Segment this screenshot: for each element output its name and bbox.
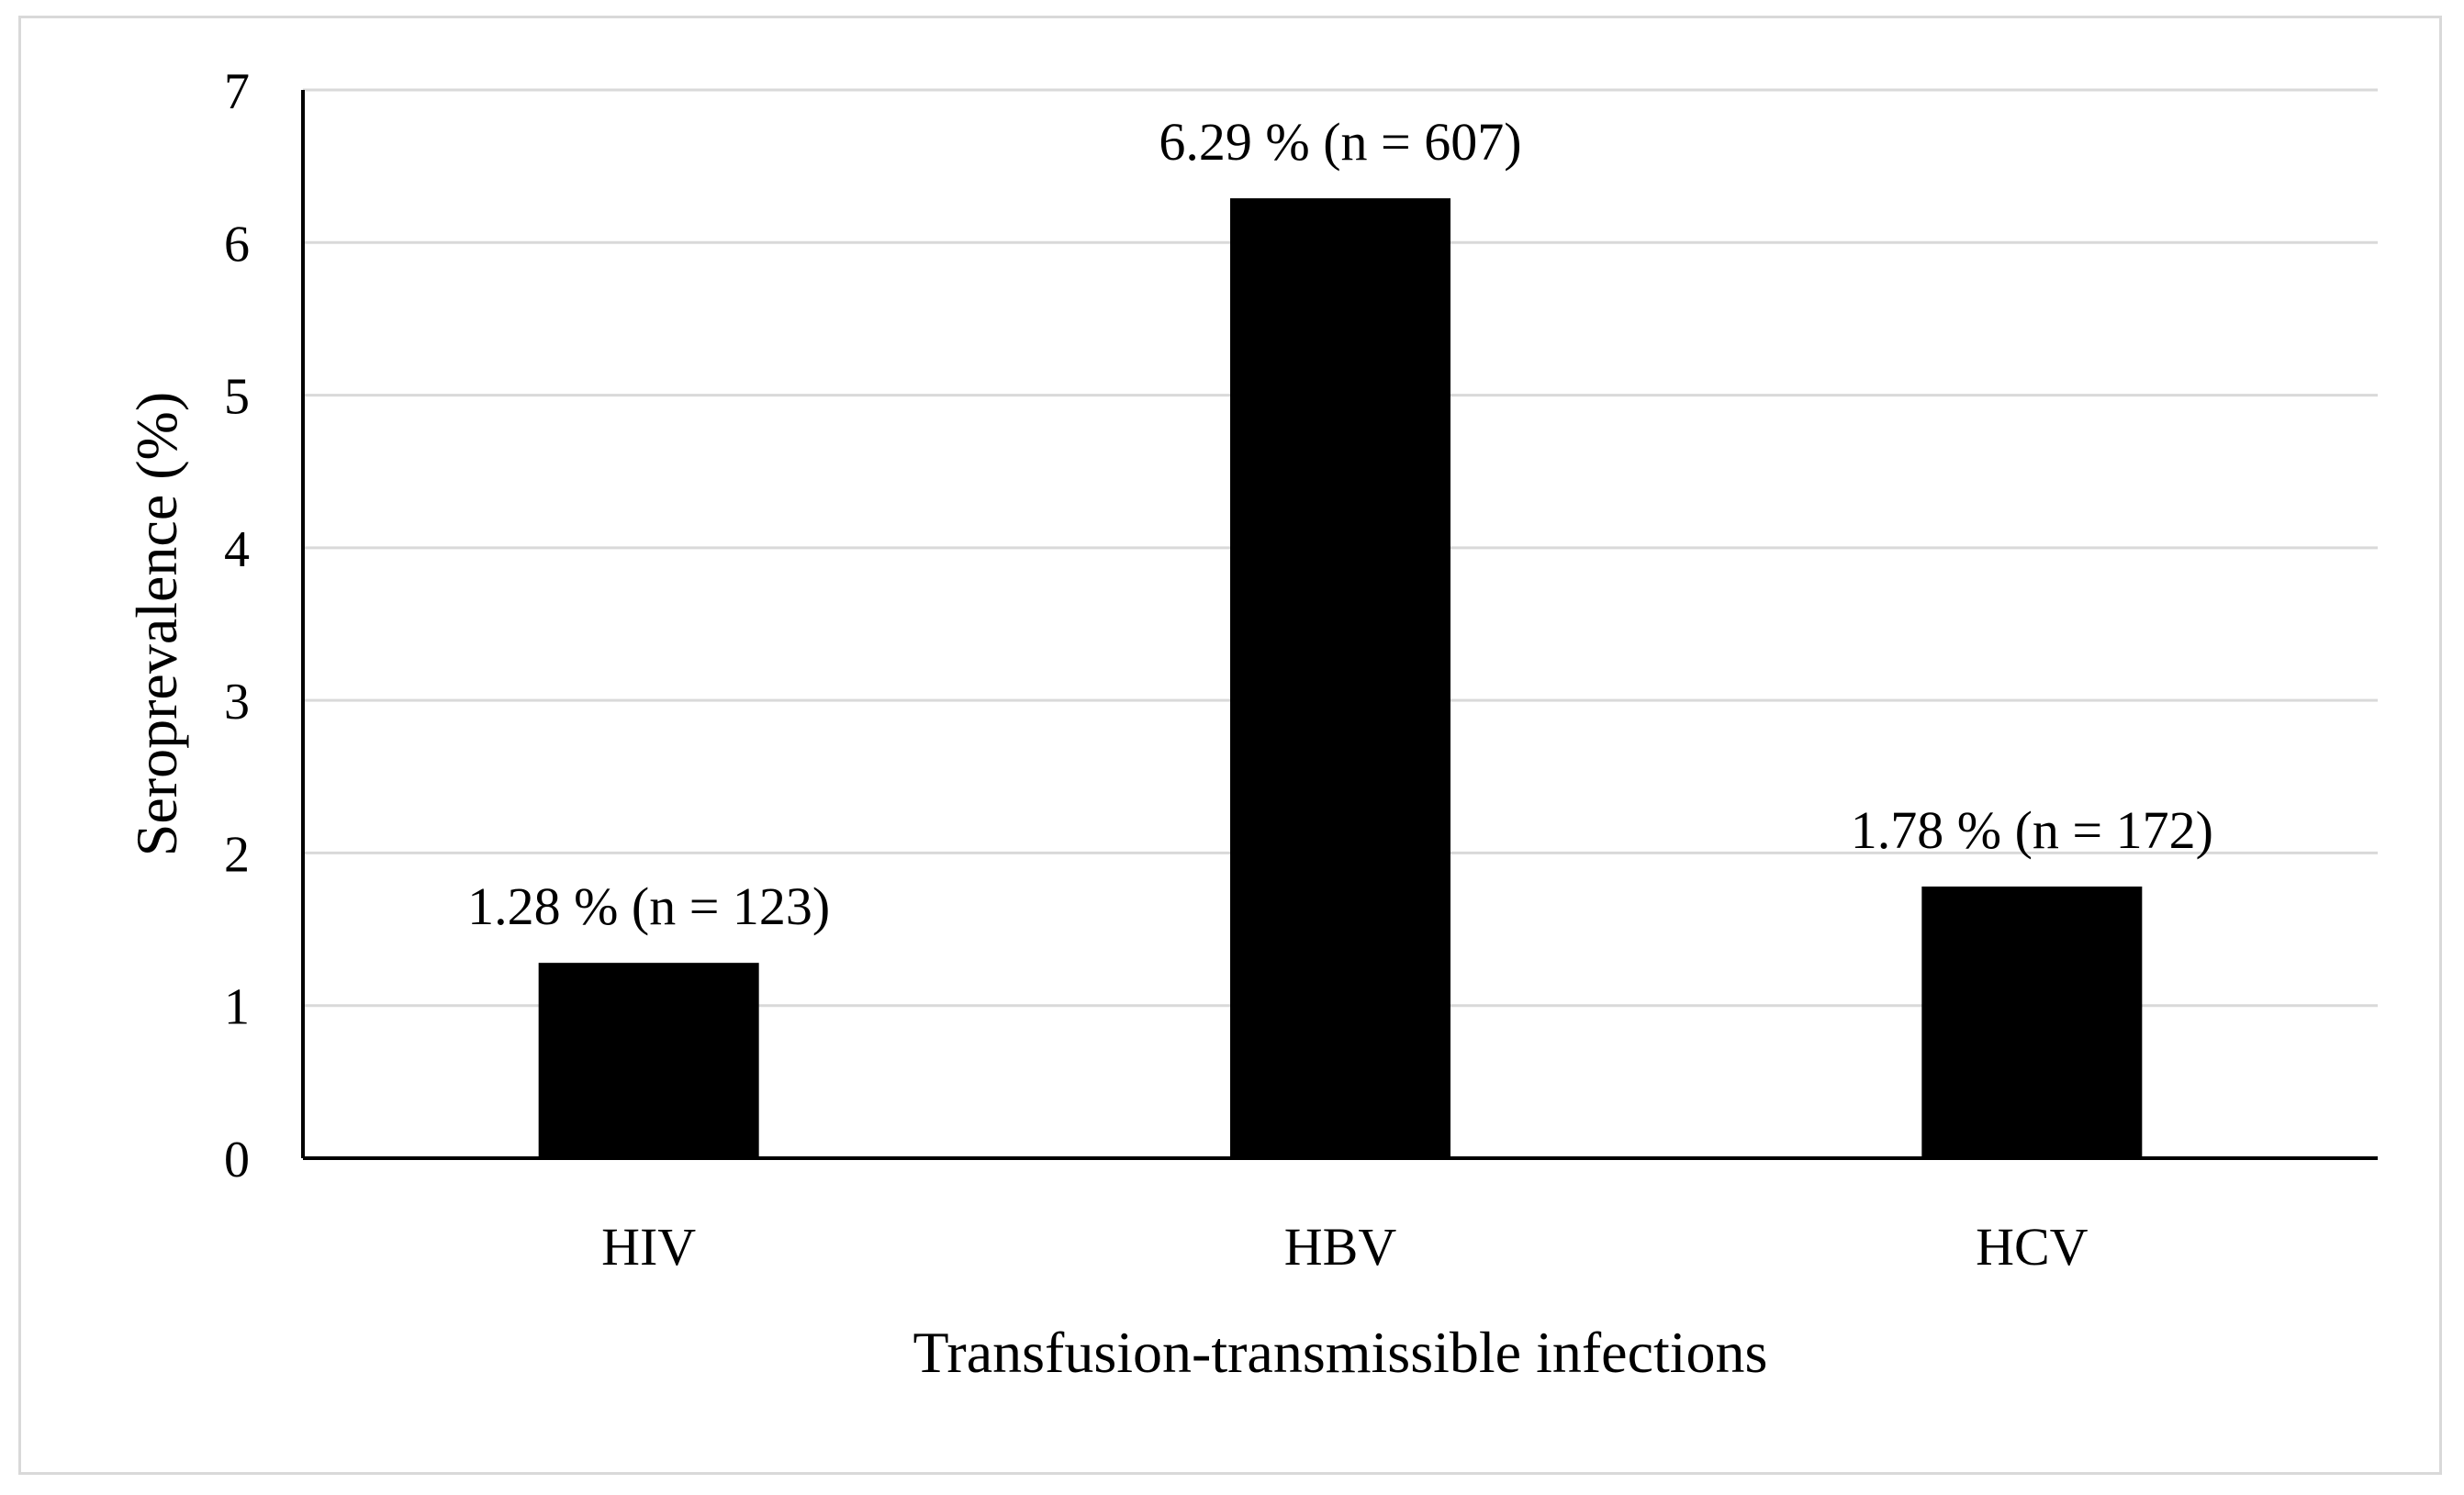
bar-hiv: [538, 963, 759, 1158]
x-axis-title: Transfusion-transmissible infections: [913, 1320, 1768, 1385]
y-tick-label: 0: [224, 1132, 250, 1188]
y-tick-label: 4: [224, 521, 250, 578]
bar-hcv: [1921, 887, 2143, 1158]
y-tick-label: 5: [224, 369, 250, 426]
bar-hbv: [1230, 198, 1450, 1158]
y-tick-label: 2: [224, 826, 250, 883]
y-axis-title: Seroprevalence (%): [124, 392, 189, 856]
data-label: 1.78 % (n = 172): [1851, 800, 2213, 860]
y-tick-label: 1: [224, 979, 250, 1036]
y-tick-label: 7: [224, 63, 250, 120]
x-category-labels: HIV HBV HCV: [601, 1217, 2089, 1277]
y-tick-label: 6: [224, 216, 250, 273]
data-label: 1.28 % (n = 123): [467, 876, 830, 936]
y-tick-labels: 0 1 2 3 4 5 6 7: [224, 63, 250, 1188]
x-category-label: HCV: [1976, 1217, 2089, 1277]
data-label: 6.29 % (n = 607): [1159, 112, 1521, 172]
axes: [301, 90, 2378, 1160]
y-tick-label: 3: [224, 674, 250, 731]
data-labels: 1.28 % (n = 123) 6.29 % (n = 607) 1.78 % (…: [467, 112, 2213, 936]
x-category-label: HBV: [1284, 1217, 1397, 1277]
bars: [538, 198, 2143, 1158]
x-category-label: HIV: [601, 1217, 696, 1277]
